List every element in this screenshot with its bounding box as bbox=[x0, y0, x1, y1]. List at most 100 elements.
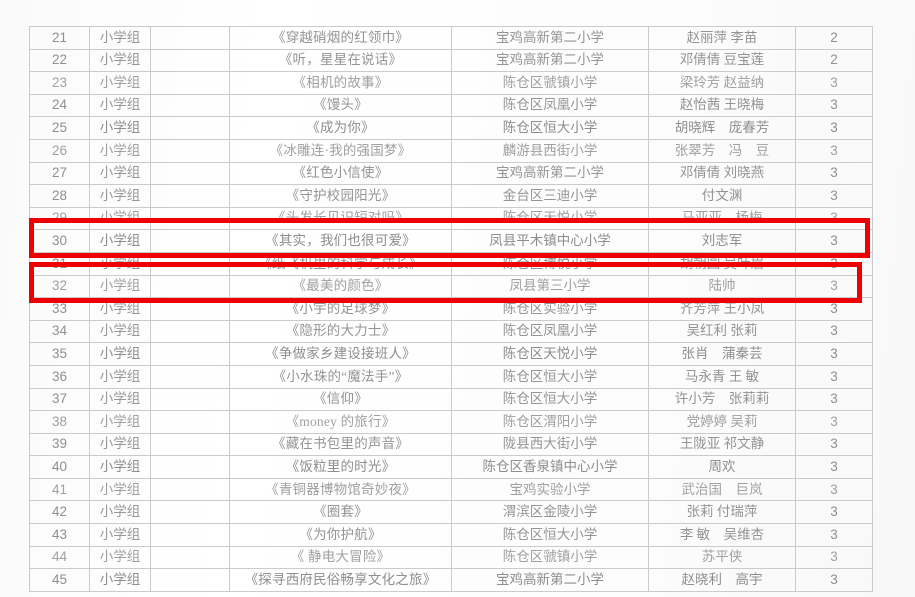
row-title: 《馒头》 bbox=[229, 93, 452, 118]
row-authors: 刘志军 bbox=[648, 229, 796, 253]
row-index: 37 bbox=[29, 387, 90, 412]
row-count: 3 bbox=[795, 116, 873, 140]
row-spare bbox=[150, 251, 230, 276]
row-index: 26 bbox=[29, 138, 90, 163]
row-index: 42 bbox=[29, 500, 90, 525]
award-list-table: 21 小学组 《穿越硝烟的红领巾》 宝鸡高新第二小学 赵丽萍 李苗 2 22 小学组 《听，星星… bbox=[29, 26, 873, 592]
row-index: 33 bbox=[29, 297, 90, 321]
table-row: 44 小学组 《 静电大冒险》 陈仓区虢镇小学 苏平侠 3 bbox=[29, 545, 873, 570]
row-count: 3 bbox=[795, 184, 873, 208]
row-count: 3 bbox=[795, 477, 873, 502]
row-group: 小学组 bbox=[89, 297, 151, 321]
row-authors: 张肖 蒲秦芸 bbox=[648, 342, 796, 366]
row-group: 小学组 bbox=[89, 568, 151, 592]
row-group: 小学组 bbox=[89, 523, 151, 547]
row-school: 陈仓区香泉镇中心小学 bbox=[451, 455, 649, 479]
row-count: 3 bbox=[795, 387, 873, 412]
row-count: 3 bbox=[795, 319, 873, 344]
row-group: 小学组 bbox=[89, 387, 151, 412]
row-group: 小学组 bbox=[89, 229, 151, 253]
row-spare bbox=[150, 342, 230, 366]
row-group: 小学组 bbox=[89, 251, 151, 276]
row-spare bbox=[150, 48, 230, 73]
row-group: 小学组 bbox=[89, 364, 151, 389]
row-title: 《冰雕连·我的强国梦》 bbox=[229, 138, 452, 163]
row-spare bbox=[150, 297, 230, 321]
row-index: 44 bbox=[29, 545, 90, 570]
row-school: 凤县平木镇中心小学 bbox=[451, 229, 649, 253]
row-school: 凤县第三小学 bbox=[451, 274, 649, 299]
row-authors: 赵晓利 高宇 bbox=[648, 568, 796, 592]
row-school: 宝鸡高新第二小学 bbox=[451, 26, 649, 50]
row-group: 小学组 bbox=[89, 455, 151, 479]
row-title: 《小水珠的“魔法手”》 bbox=[229, 364, 452, 389]
row-count: 3 bbox=[795, 523, 873, 547]
row-authors: 赵怡茜 王晓梅 bbox=[648, 93, 796, 118]
row-spare bbox=[150, 26, 230, 50]
row-count: 3 bbox=[795, 568, 873, 592]
row-spare bbox=[150, 568, 230, 592]
row-count: 2 bbox=[795, 48, 873, 73]
table-row: 28 小学组 《守护校园阳光》 金台区三迪小学 付文渊 3 bbox=[29, 184, 873, 208]
row-title: 《守护校园阳光》 bbox=[229, 184, 452, 208]
row-group: 小学组 bbox=[89, 274, 151, 299]
row-title: 《红色小信使》 bbox=[229, 161, 452, 186]
row-group: 小学组 bbox=[89, 161, 151, 186]
row-group: 小学组 bbox=[89, 500, 151, 525]
table-row: 45 小学组 《探寻西府民俗畅享文化之旅》 宝鸡高新第二小学 赵晓利 高宇 3 bbox=[29, 568, 873, 592]
row-title: 《头发长见识短对吗》 bbox=[229, 206, 452, 231]
row-authors: 梁玲芳 赵益纳 bbox=[648, 71, 796, 95]
table-row: 30 小学组 《其实，我们也很可爱》 凤县平木镇中心小学 刘志军 3 bbox=[29, 229, 873, 253]
row-spare bbox=[150, 71, 230, 95]
row-school: 陈仓区博悦小学 bbox=[451, 251, 649, 276]
row-authors: 马亚亚 杨梅 bbox=[648, 206, 796, 231]
table-row: 21 小学组 《穿越硝烟的红领巾》 宝鸡高新第二小学 赵丽萍 李苗 2 bbox=[29, 26, 873, 50]
table-row: 42 小学组 《圈套》 渭滨区金陵小学 张莉 付瑞萍 3 bbox=[29, 500, 873, 525]
row-count: 3 bbox=[795, 342, 873, 366]
row-spare bbox=[150, 229, 230, 253]
row-index: 43 bbox=[29, 523, 90, 547]
row-group: 小学组 bbox=[89, 410, 151, 434]
row-authors: 陆帅 bbox=[648, 274, 796, 299]
row-authors: 邓倩倩 豆宝莲 bbox=[648, 48, 796, 73]
row-spare bbox=[150, 455, 230, 479]
row-authors: 党婷婷 吴莉 bbox=[648, 410, 796, 434]
row-group: 小学组 bbox=[89, 432, 151, 457]
row-spare bbox=[150, 477, 230, 502]
row-authors: 许小芳 张莉莉 bbox=[648, 387, 796, 412]
row-group: 小学组 bbox=[89, 138, 151, 163]
table-row: 40 小学组 《饭粒里的时光》 陈仓区香泉镇中心小学 周欢 3 bbox=[29, 455, 873, 479]
row-title: 《其实，我们也很可爱》 bbox=[229, 229, 452, 253]
row-count: 3 bbox=[795, 229, 873, 253]
row-authors: 张莉 付瑞萍 bbox=[648, 500, 796, 525]
row-index: 25 bbox=[29, 116, 90, 140]
row-title: 《隐形的大力士》 bbox=[229, 319, 452, 344]
row-title: 《小宇的足球梦》 bbox=[229, 297, 452, 321]
row-title: 《成为你》 bbox=[229, 116, 452, 140]
row-spare bbox=[150, 206, 230, 231]
row-index: 45 bbox=[29, 568, 90, 592]
row-spare bbox=[150, 410, 230, 434]
row-school: 宝鸡高新第二小学 bbox=[451, 161, 649, 186]
row-count: 3 bbox=[795, 93, 873, 118]
row-index: 41 bbox=[29, 477, 90, 502]
row-title: 《信仰》 bbox=[229, 387, 452, 412]
row-index: 38 bbox=[29, 410, 90, 434]
row-spare bbox=[150, 161, 230, 186]
row-authors: 周欢 bbox=[648, 455, 796, 479]
row-school: 陈仓区恒大小学 bbox=[451, 387, 649, 412]
row-spare bbox=[150, 364, 230, 389]
row-group: 小学组 bbox=[89, 545, 151, 570]
row-count: 3 bbox=[795, 410, 873, 434]
row-school: 宝鸡高新第二小学 bbox=[451, 568, 649, 592]
row-count: 3 bbox=[795, 251, 873, 276]
row-spare bbox=[150, 184, 230, 208]
row-group: 小学组 bbox=[89, 71, 151, 95]
table-row: 22 小学组 《听，星星在说话》 宝鸡高新第二小学 邓倩倩 豆宝莲 2 bbox=[29, 48, 873, 73]
row-title: 《 静电大冒险》 bbox=[229, 545, 452, 570]
row-index: 22 bbox=[29, 48, 90, 73]
row-school: 金台区三迪小学 bbox=[451, 184, 649, 208]
row-title: 《为你护航》 bbox=[229, 523, 452, 547]
